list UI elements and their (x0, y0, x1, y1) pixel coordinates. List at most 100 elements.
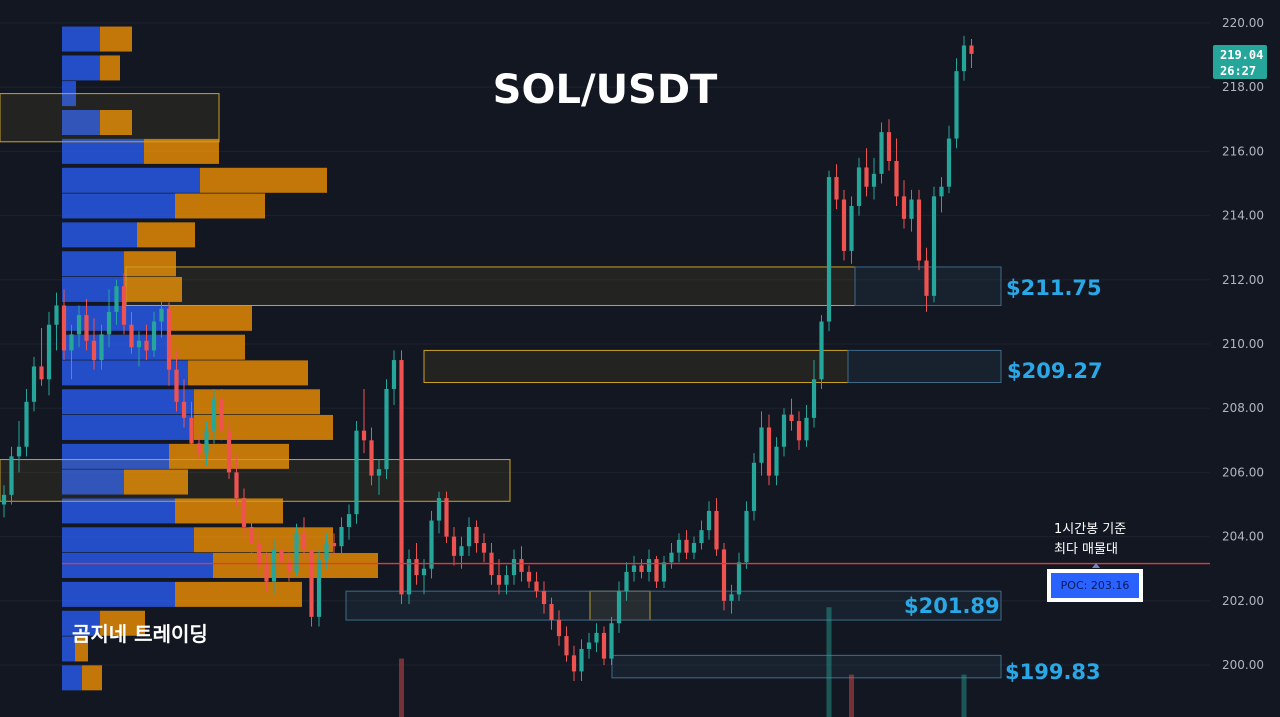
volume-profile-up-bar (62, 665, 82, 691)
candle-body (729, 594, 734, 601)
candle-body (219, 398, 224, 431)
volume-profile-down-bar (144, 138, 219, 164)
zone-label-199: $199.83 (1005, 660, 1101, 684)
volume-profile-up-bar (62, 610, 100, 636)
zone-label-211: $211.75 (1006, 276, 1102, 300)
candle-body (54, 305, 59, 325)
candle-body (556, 620, 562, 637)
volume-profile-up-bar (62, 193, 175, 219)
candle-body (301, 533, 307, 550)
candle-body (541, 591, 547, 605)
candle-body (714, 510, 719, 550)
candle-body (766, 427, 772, 476)
candle-body (76, 315, 82, 335)
volume-profile-down-bar (175, 193, 265, 219)
candle-body (361, 430, 367, 441)
last-price-countdown: 26:27 (1220, 64, 1256, 78)
candle-body (354, 430, 359, 515)
candle-body (511, 559, 517, 576)
candle-body (271, 549, 277, 582)
volume-profile-up-bar (62, 414, 194, 440)
candlesticks (1, 35, 974, 682)
candle-body (954, 71, 959, 139)
candle-body (924, 260, 929, 296)
volume-profile-up-bar (62, 552, 213, 578)
volume-bars (399, 607, 967, 717)
volume-profile-down-bar (175, 498, 283, 524)
volume-profile-up-bar (62, 636, 75, 662)
volume-profile-down-bar (124, 276, 182, 302)
candle-body (189, 417, 194, 444)
candle-body (24, 401, 29, 447)
candle-body (691, 543, 697, 553)
volume-profile-down-bar (100, 110, 132, 136)
volume-profile-up-bar (62, 334, 169, 360)
candle-body (1, 494, 7, 505)
candle-body (519, 559, 524, 572)
candle-body (339, 526, 344, 547)
brand-label: 곰지네 트레이딩 (72, 622, 208, 646)
candle-body (31, 366, 37, 402)
candle-body (459, 546, 464, 556)
candle-body (601, 632, 607, 659)
volume-profile-down-bar (137, 222, 195, 248)
volume-profile-up-bar (62, 26, 100, 52)
candle-body (579, 648, 584, 672)
candle-body (294, 533, 299, 572)
volume-bar (849, 674, 854, 717)
volume-profile-up-bar (62, 276, 124, 302)
volume-profile-down-bar (169, 305, 252, 331)
support-zone-box (611, 654, 1002, 679)
zone-boxes (0, 93, 1002, 679)
candle-body (774, 446, 779, 476)
candle-body (384, 388, 389, 470)
price-axis[interactable]: 200.00 202.00 204.00 206.00 208.00 210.00 212.… (1222, 16, 1264, 672)
volume-bar (399, 658, 404, 717)
candle-body (796, 421, 802, 441)
candle-body (181, 401, 187, 418)
price-axis-tick-label: 214.00 (1222, 209, 1264, 223)
candle-body (414, 559, 419, 576)
candle-body (241, 498, 247, 527)
price-axis-tick-label: 218.00 (1222, 80, 1264, 94)
candle-body (654, 559, 659, 582)
candle-body (39, 366, 44, 380)
candle-body (744, 510, 749, 563)
candle-body (204, 430, 209, 454)
price-axis-tick-label: 206.00 (1222, 465, 1264, 479)
candle-body (436, 498, 442, 521)
candle-body (121, 286, 127, 325)
candle-body (969, 45, 974, 54)
candle-body (864, 167, 869, 187)
candle-body (886, 132, 892, 162)
volume-profile-down-bar (82, 665, 102, 691)
candle-body (376, 469, 382, 476)
volume-profile-up-bar (62, 110, 100, 136)
volume-bar (961, 674, 967, 717)
candle-body (474, 526, 479, 544)
poc-note-line2: 최다 매물대 (1054, 542, 1118, 557)
candle-body (46, 324, 52, 380)
candle-body (324, 543, 329, 560)
candle-body (444, 498, 449, 537)
price-axis-tick-label: 216.00 (1222, 144, 1264, 158)
volume-profile-down-bar (100, 610, 145, 636)
support-zone-box (345, 590, 1002, 621)
candle-body (684, 539, 689, 553)
candle-body (931, 196, 937, 296)
candle-body (624, 571, 629, 592)
price-axis-tick-label: 212.00 (1222, 273, 1264, 287)
candle-body (901, 196, 907, 219)
volume-profile-down-bar (169, 334, 245, 360)
volume-profile-up-bar (62, 443, 169, 469)
poc-box (1051, 573, 1139, 598)
candle-body (466, 526, 472, 547)
candle-body (804, 417, 809, 441)
candle-body (699, 530, 704, 544)
volume-profile-up-bar (62, 581, 175, 607)
supply-zone-box (125, 266, 856, 306)
candle-body (661, 562, 667, 582)
candle-body (916, 199, 922, 261)
supply-zone-box (0, 459, 511, 502)
candle-body (16, 446, 22, 457)
